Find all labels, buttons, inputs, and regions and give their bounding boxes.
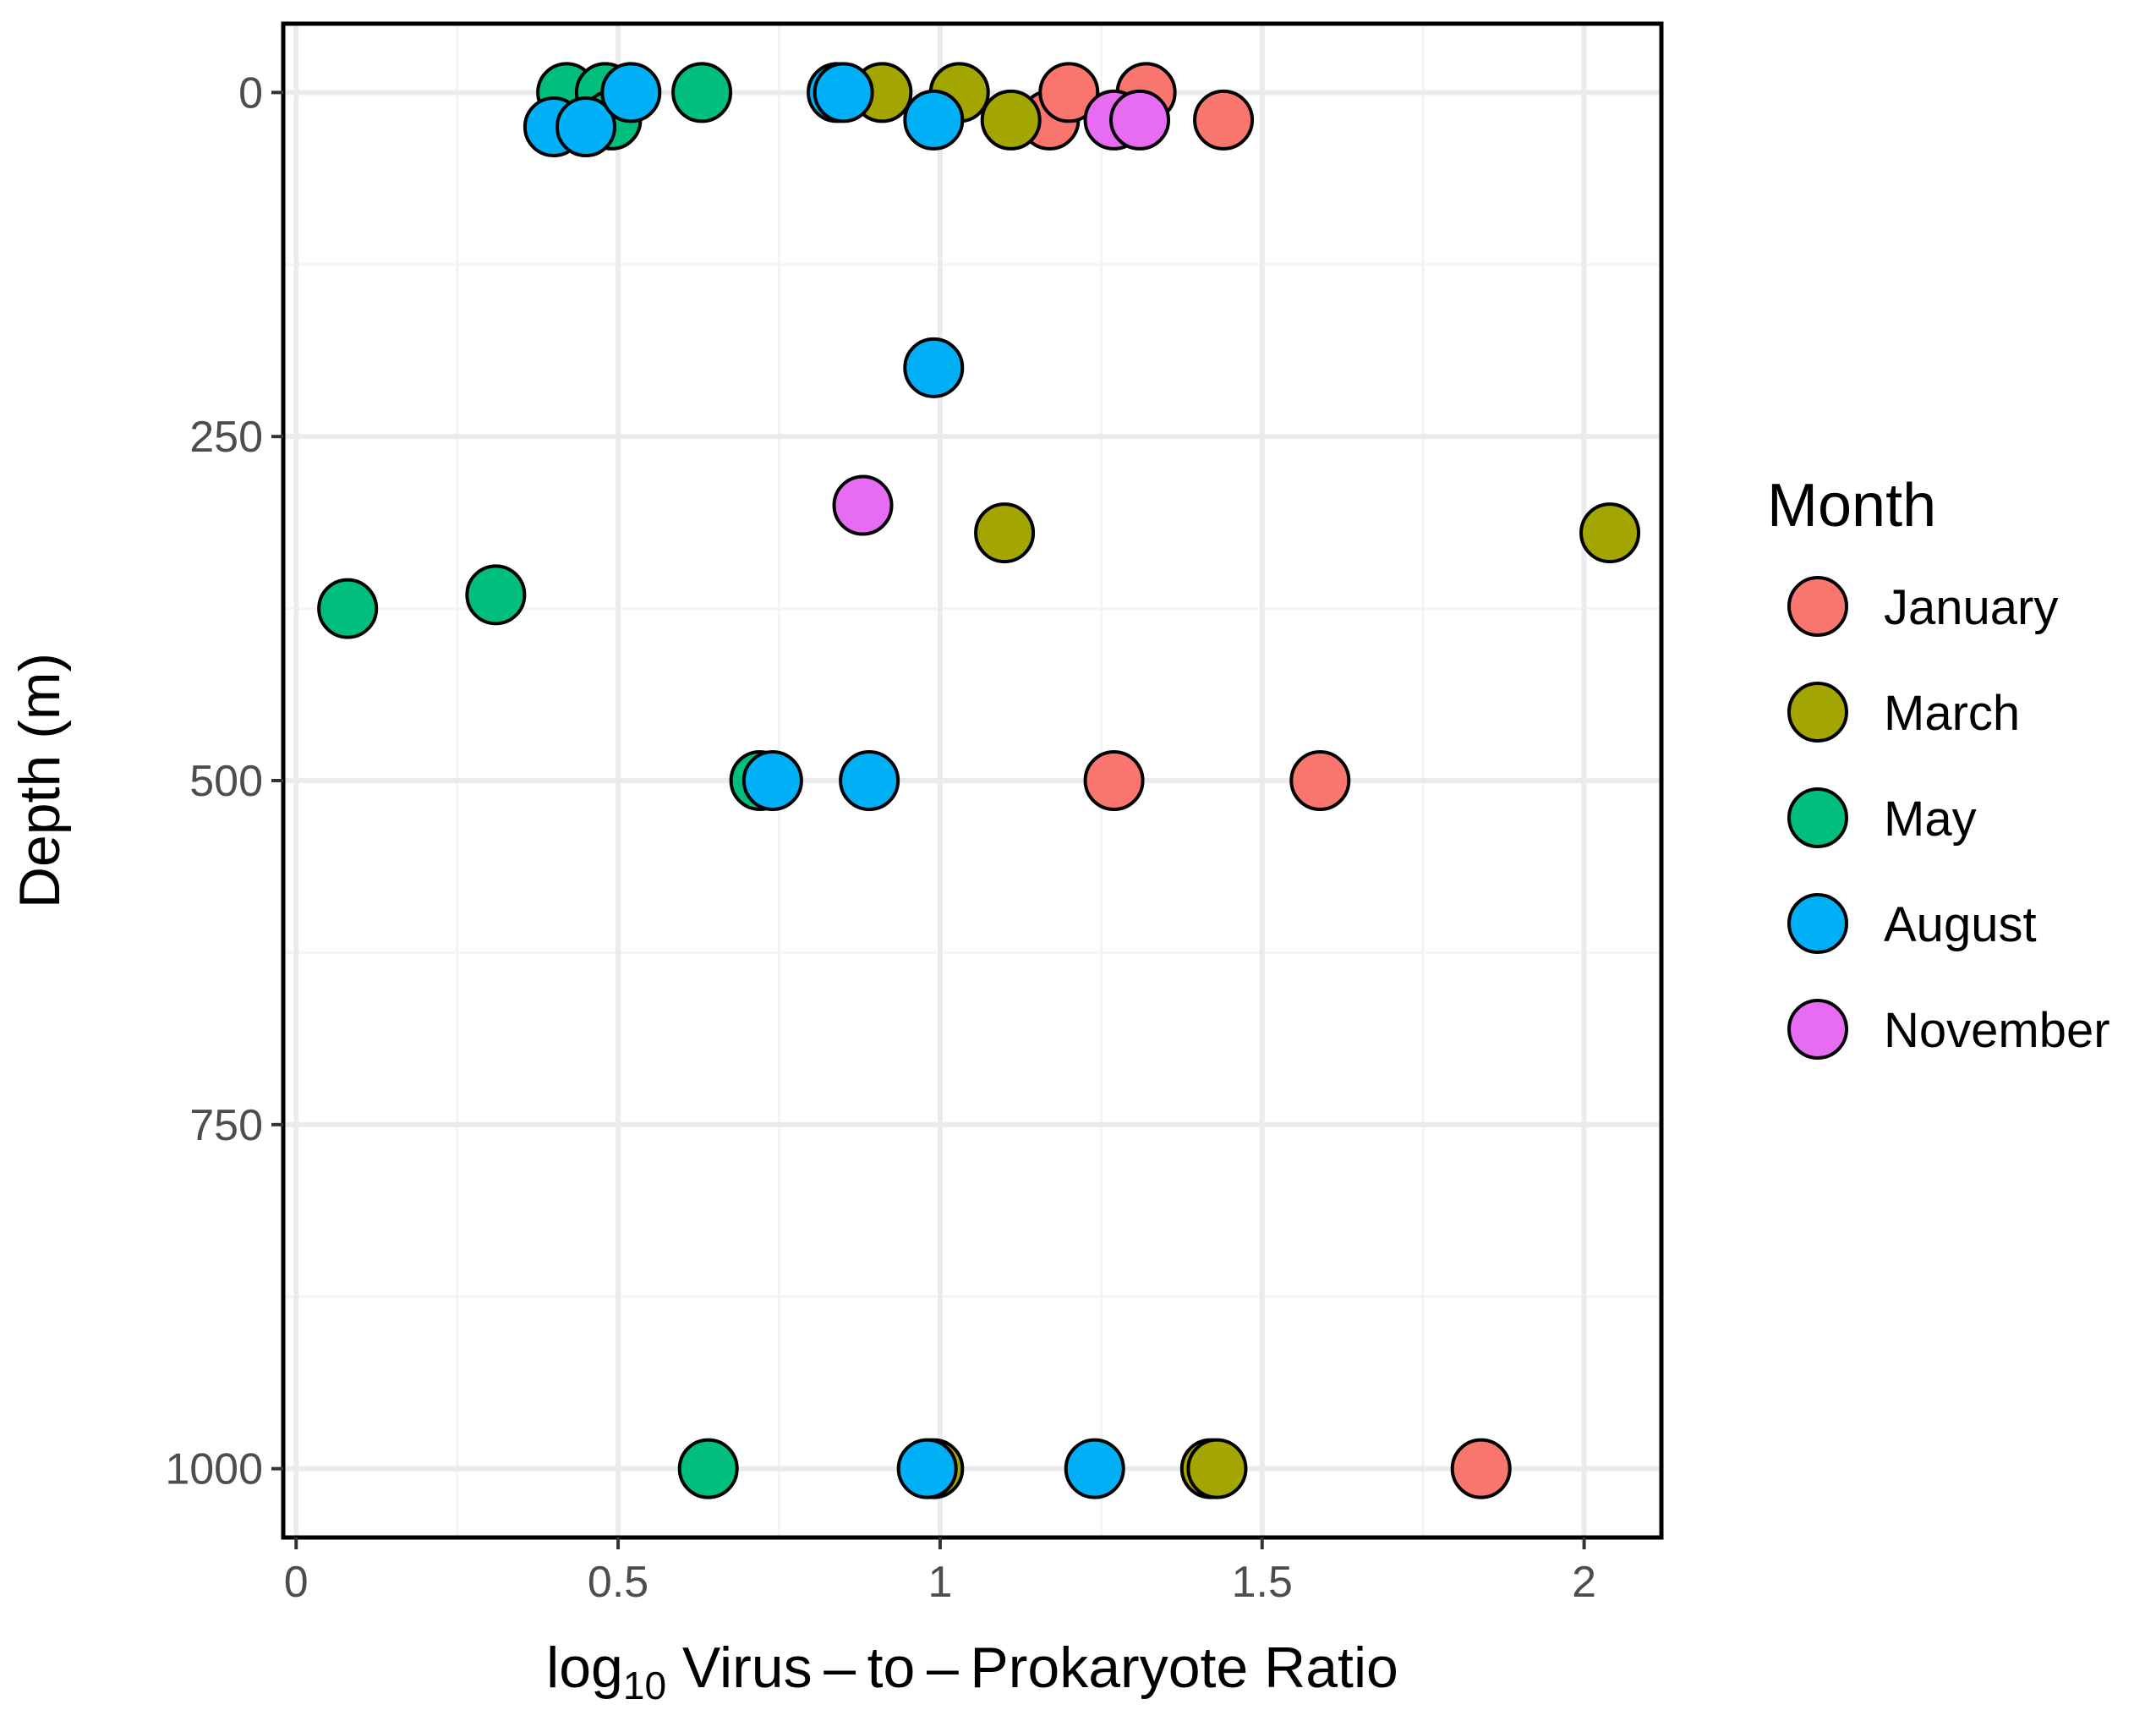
point-may (671, 62, 733, 123)
x-axis-title-subscript: 10 (623, 1663, 666, 1707)
y-axis-ticks: 0 250 500 750 1000 (165, 69, 283, 1494)
x-tick-label: 0.5 (588, 1558, 648, 1607)
legend-key-march (1787, 682, 1848, 743)
legend-key-may (1787, 787, 1848, 848)
y-tick-label: 1000 (165, 1445, 263, 1494)
point-january (1083, 750, 1145, 811)
point-august (741, 750, 803, 811)
point-august (600, 62, 662, 123)
point-november (832, 474, 894, 536)
legend: January March May August November (1787, 576, 2110, 1060)
legend-key-january (1787, 576, 1848, 637)
x-axis-ticks: 0 0.5 1 1.5 2 (284, 1537, 1596, 1607)
point-january (1450, 1438, 1512, 1499)
point-august (903, 337, 965, 398)
legend-label-january: January (1884, 580, 2058, 635)
point-march (1579, 502, 1641, 564)
point-march (974, 502, 1036, 564)
point-august (1064, 1438, 1125, 1499)
y-tick-label: 0 (238, 69, 263, 118)
point-august (555, 96, 616, 158)
point-may (677, 1438, 739, 1499)
point-march (980, 89, 1042, 151)
legend-label-november: November (1884, 1003, 2110, 1058)
point-march (1186, 1438, 1248, 1499)
legend-label-august: August (1884, 897, 2037, 952)
legend-key-november (1787, 999, 1848, 1060)
legend-title: Month (1767, 472, 1936, 540)
point-may (317, 578, 379, 639)
y-axis-title: Depth (m) (8, 653, 72, 908)
point-january (1289, 750, 1351, 811)
point-august (903, 89, 965, 151)
data-points (317, 62, 1641, 1499)
legend-key-august (1787, 893, 1848, 954)
point-august (839, 750, 900, 811)
point-may (465, 564, 527, 626)
x-tick-label: 0 (284, 1558, 309, 1607)
point-january (1193, 89, 1255, 151)
legend-label-march: March (1884, 686, 2020, 741)
y-tick-label: 250 (189, 413, 263, 462)
x-axis-title: log10 Virus – to – Prokaryote Ratio (546, 1636, 1398, 1707)
x-tick-label: 1.5 (1232, 1558, 1293, 1607)
y-tick-label: 500 (189, 757, 263, 806)
point-january (1038, 62, 1100, 123)
point-august (813, 62, 874, 123)
legend-label-may: May (1884, 792, 1977, 847)
point-august (896, 1438, 958, 1499)
x-tick-label: 2 (1572, 1558, 1596, 1607)
point-november (1109, 89, 1171, 151)
y-tick-label: 750 (189, 1101, 263, 1150)
x-axis-title-log: log (546, 1636, 623, 1700)
x-axis-title-text: Virus – to – Prokaryote Ratio (666, 1636, 1398, 1700)
x-tick-label: 1 (928, 1558, 952, 1607)
